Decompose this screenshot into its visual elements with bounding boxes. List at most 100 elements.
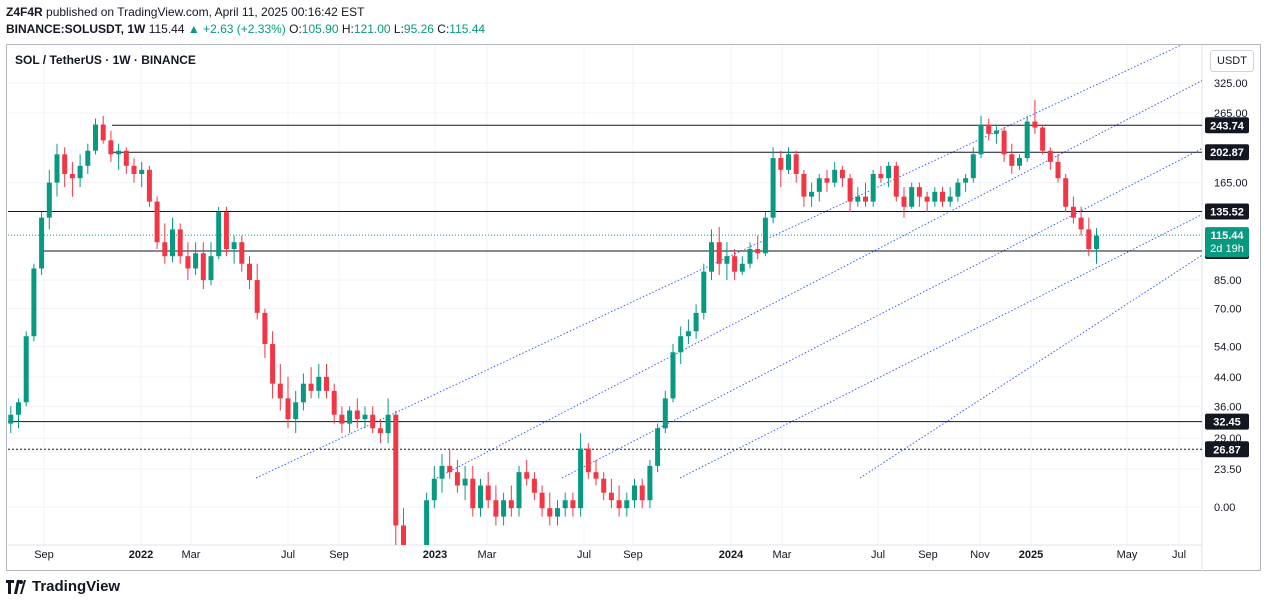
candle-body [293,402,299,420]
candle-body [539,492,545,509]
candle-body [993,130,999,134]
candle-body [932,191,938,202]
candle-body [809,191,815,197]
candle-body [508,500,514,509]
candle-body [901,196,907,207]
candle-body [531,478,537,493]
x-tick-label: Sep [34,549,54,561]
candle-body [1055,161,1061,179]
level-price-label: 135.52 [1210,207,1244,219]
y-tick-label: 44.00 [1214,372,1242,384]
candle-body [77,165,83,179]
candle-body [824,178,830,183]
candle-body [339,414,345,424]
candle-body [1047,150,1053,162]
current-price-tag [1205,227,1249,258]
candle-body [501,500,507,517]
candle-body [100,124,106,141]
candle-body [732,256,738,272]
level-price-tag [1205,203,1249,220]
candle-body [662,398,668,429]
candle-body [270,344,276,384]
candle-body [277,383,283,399]
y-tick-label: 0.00 [1214,502,1235,514]
candle-body [108,140,114,155]
candle-body [316,376,322,391]
candle-body [724,256,730,264]
x-tick-label: Jul [577,549,591,561]
current-price-label: 115.44 [1210,230,1244,242]
channel-line [436,80,1202,479]
candle-body [924,196,930,202]
high-label: H: [341,22,354,36]
candle-body [878,173,884,179]
candle-body [216,212,222,257]
y-tick-label: 265.00 [1214,108,1248,120]
candle-body [23,336,29,403]
candle-body [778,158,784,170]
candle-body [547,508,553,517]
y-tick-label: 54.00 [1214,342,1242,354]
currency-unit-button[interactable]: USDT [1210,50,1254,72]
candle-body [262,312,268,345]
y-tick-label: 23.50 [1214,464,1242,476]
symbol-label: BINANCE:SOLUSDT, 1W [6,22,146,36]
candle-body [362,414,368,420]
tradingview-footer: TradingView [6,578,120,595]
open-value: 105.90 [301,22,339,36]
candle-body [431,478,437,501]
candle-body [524,472,530,479]
candle-body [986,124,992,134]
chart-frame [6,44,1261,571]
candle-body [131,165,137,174]
author: Z4F4R [6,5,43,19]
candle-body [570,500,576,509]
candle-body [139,169,145,174]
candle-body [208,256,214,281]
candle-body [177,229,183,257]
candle-body [46,182,52,218]
x-tick-label: Mar [182,549,201,561]
level-price-label: 32.45 [1213,417,1241,429]
candle-body [793,154,799,174]
y-tick-label: 36.00 [1214,401,1242,413]
y-tick-label: 325.00 [1214,78,1248,90]
candle-body [616,500,622,509]
x-tick-label: Mar [773,549,792,561]
candle-body [416,556,421,595]
candle-body [1070,206,1076,218]
candle-body [647,465,653,501]
price-change: ▲ +2.63 (+2.33%) [187,22,286,36]
candle-body [116,150,122,155]
candle-body [562,500,568,509]
y-tick-label: 70.00 [1214,304,1242,316]
x-tick-label: 2022 [129,549,153,561]
channel-line [859,254,1202,479]
candle-body [16,402,21,415]
candle-body [370,414,376,429]
candle-body [624,500,630,509]
candle-body [239,242,245,264]
candle-body [462,478,468,486]
candle-body [231,242,237,250]
candle-body [685,331,691,337]
candle-body [1063,178,1069,207]
x-tick-label: Mar [478,549,497,561]
candle-body [324,376,329,391]
candle-body [816,178,822,192]
candle-body [493,500,499,517]
high-value: 121.00 [353,22,391,36]
candle-body [347,410,353,424]
candle-body [716,242,722,264]
x-tick-label: Jul [281,549,295,561]
candle-body [409,581,414,595]
level-price-tag [1205,117,1249,134]
candle-body [578,448,584,509]
candle-body [963,178,969,183]
x-tick-label: Sep [623,549,643,561]
level-price-label: 202.87 [1210,147,1244,159]
low-value: 95.26 [403,22,434,36]
candle-body [947,196,953,202]
candle-body [247,263,252,281]
